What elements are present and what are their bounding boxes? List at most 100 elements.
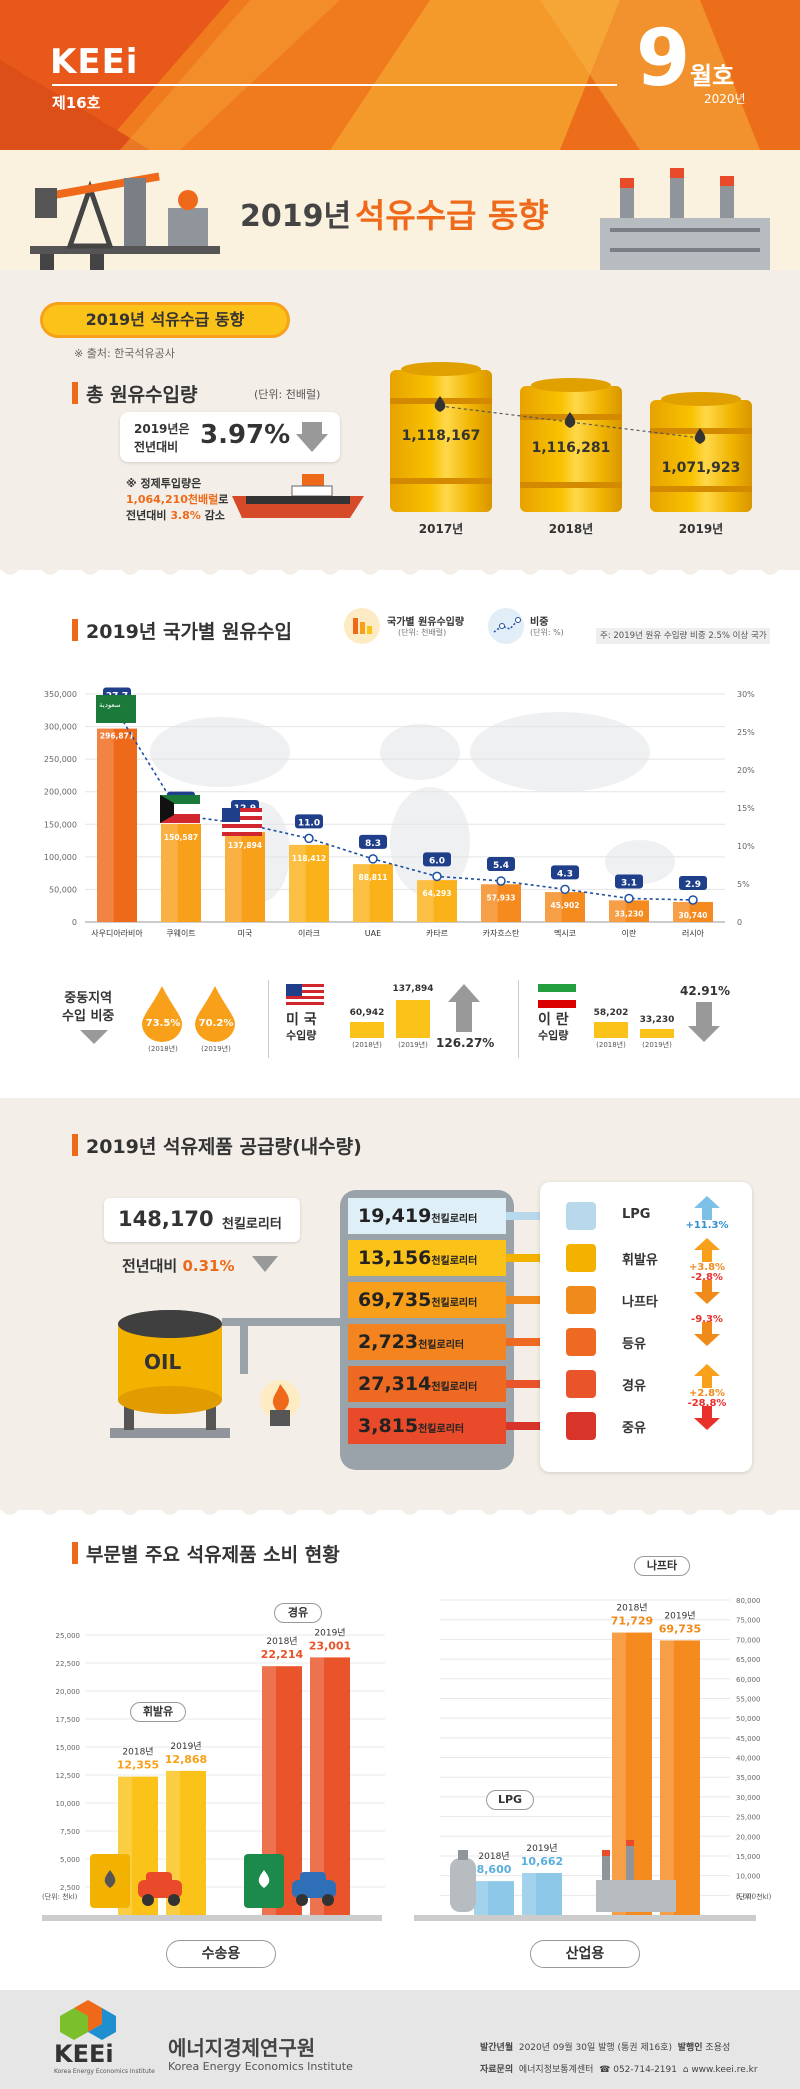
left-tick-label: 22,500 (56, 1660, 81, 1668)
share-badge (423, 852, 451, 867)
note-highlight-1: 1,064,210천배럴 (126, 493, 219, 506)
oil-pump-icon (30, 172, 220, 272)
bar-사우디아라비아 (97, 728, 137, 922)
product-row-0: 19,419천킬로리터 (348, 1198, 506, 1234)
left-tick-label: 20,000 (56, 1688, 81, 1696)
diesel-year-2018: 2018년 (266, 1636, 297, 1647)
right-tick-label: 50,000 (736, 1715, 761, 1723)
right-tick-label: 30,000 (736, 1794, 761, 1802)
month-number: 9 (636, 14, 691, 104)
left-tick-label: 17,500 (56, 1716, 81, 1724)
change-label-2: 전년대비 (134, 440, 179, 454)
bar-러시아 (673, 901, 713, 922)
share-badge (679, 875, 707, 890)
y-tick-label: 150,000 (44, 820, 77, 829)
share-point (560, 884, 570, 895)
product-change: +2.8% (688, 1388, 726, 1399)
product-row-2: 69,735천킬로리터 (348, 1282, 506, 1318)
section1-title: 총 원유수입량 (72, 380, 198, 407)
section2-title-text: 2019년 국가별 원유수입 (86, 621, 292, 643)
footer-logo-sub: Korea Energy Economics Institute (54, 2068, 155, 2075)
right-tick-label: 70,000 (736, 1636, 761, 1644)
lpg-bar-2018 (474, 1881, 514, 1915)
bar-highlight (545, 892, 562, 922)
lpg-year-2018: 2018년 (478, 1851, 509, 1862)
bar-highlight (522, 1873, 536, 1915)
bar-value-label: 57,933 (487, 893, 516, 902)
bar-value-label: 64,293 (423, 889, 452, 898)
note-line-3-rest: 감소 (200, 509, 225, 522)
oil-tank-icon (110, 1310, 350, 1438)
transport-baseline (42, 1915, 382, 1921)
bar-UAE (353, 864, 393, 922)
me-2019-year: (2019년) (201, 1045, 231, 1053)
barrel-trend-line (434, 396, 706, 444)
brand-logo: KEEi (50, 42, 139, 82)
consumption-right-unit: (단위: 천kl) (736, 1893, 772, 1901)
right-tick-label: 80,000 (736, 1597, 761, 1605)
section2-title: 2019년 국가별 원유수입 (72, 617, 292, 644)
share-label: 8.3 (365, 839, 381, 849)
down-arrow-icon (296, 422, 328, 452)
iran-label-2: 수입량 (538, 1029, 569, 1042)
legend-bar-label: 국가별 원유수입량 (387, 617, 465, 628)
oil-tank-label: OIL (144, 1350, 182, 1374)
down-arrow-icon (80, 1030, 108, 1044)
supply-pipe (506, 1422, 554, 1430)
legend-line-unit: (단위: %) (530, 628, 564, 637)
diesel-year-2019: 2019년 (314, 1627, 345, 1638)
x-tick-label: UAE (365, 929, 381, 938)
footer-org-kr: 에너지경제연구원 (168, 2036, 316, 2060)
bar-이라크 (289, 844, 329, 922)
usa-flag-icon (222, 808, 262, 836)
naphtha-bar-2019 (660, 1640, 700, 1915)
product-unit: 천킬로리터 (418, 1340, 465, 1351)
share-badge (295, 814, 323, 829)
y2-tick-label: 15% (737, 804, 755, 813)
left-tick-label: 5,000 (60, 1856, 80, 1864)
share-point (624, 893, 634, 904)
inquiry-label: 자료문의 (480, 2065, 514, 2075)
bar-highlight (474, 1881, 488, 1915)
phone[interactable]: 052-714-2191 (613, 2065, 677, 2075)
right-tick-label: 15,000 (736, 1853, 761, 1861)
product-change: +11.3% (685, 1220, 729, 1231)
web-link[interactable]: www.keei.re.kr (691, 2065, 758, 2075)
down-arrow-icon (694, 1280, 720, 1304)
lpg-value-2018: 8,600 (477, 1863, 512, 1876)
diesel-value-2019: 23,001 (309, 1639, 351, 1652)
me-2019-value: 70.2% (198, 1018, 234, 1029)
y-tick-label: 300,000 (44, 723, 77, 732)
me-label-2: 수입 비중 (62, 1009, 115, 1024)
y-tick-label: 100,000 (44, 853, 77, 862)
naphtha-value-2019: 69,735 (659, 1622, 701, 1635)
diesel-value-2018: 22,214 (261, 1648, 304, 1661)
left-tick-label: 2,500 (60, 1884, 80, 1892)
bar-value-label: 88,811 (359, 873, 388, 882)
x-tick-label: 이라크 (298, 928, 320, 938)
right-tick-label: 35,000 (736, 1774, 761, 1782)
x-tick-label: 카자흐스탄 (483, 928, 520, 938)
product-row-5: 3,815천킬로리터 (348, 1408, 506, 1444)
right-tick-label: 25,000 (736, 1814, 761, 1822)
section1-unit: (단위: 천배럴) (254, 388, 321, 401)
share-badge (359, 834, 387, 849)
oil-drop-2018-icon (142, 986, 182, 1042)
down-arrow-icon (694, 1322, 720, 1346)
phone-icon: ☎ (599, 2065, 611, 2075)
keei-logo-icon (60, 2000, 116, 2040)
refinery-icon (600, 168, 770, 272)
gasoline-value-2019: 12,868 (165, 1753, 207, 1766)
iran-bar-2019 (640, 1029, 674, 1038)
supply-pipe (506, 1254, 554, 1262)
y-tick-label: 250,000 (44, 755, 77, 764)
usa-2019-year: (2019년) (398, 1041, 428, 1049)
barrel-2018-value: 1,116,281 (531, 440, 611, 456)
total-supply-unit: 천킬로리터 (222, 1217, 282, 1232)
product-value: 3,815 (358, 1415, 419, 1437)
footer (0, 1990, 800, 2089)
product-value: 27,314 (358, 1373, 432, 1395)
footer-logo: KEEi (54, 2040, 114, 2068)
footer-contact: 자료문의 에너지정보통계센터 ☎ 052-714-2191 ⌂ www.keei… (480, 2062, 758, 2075)
